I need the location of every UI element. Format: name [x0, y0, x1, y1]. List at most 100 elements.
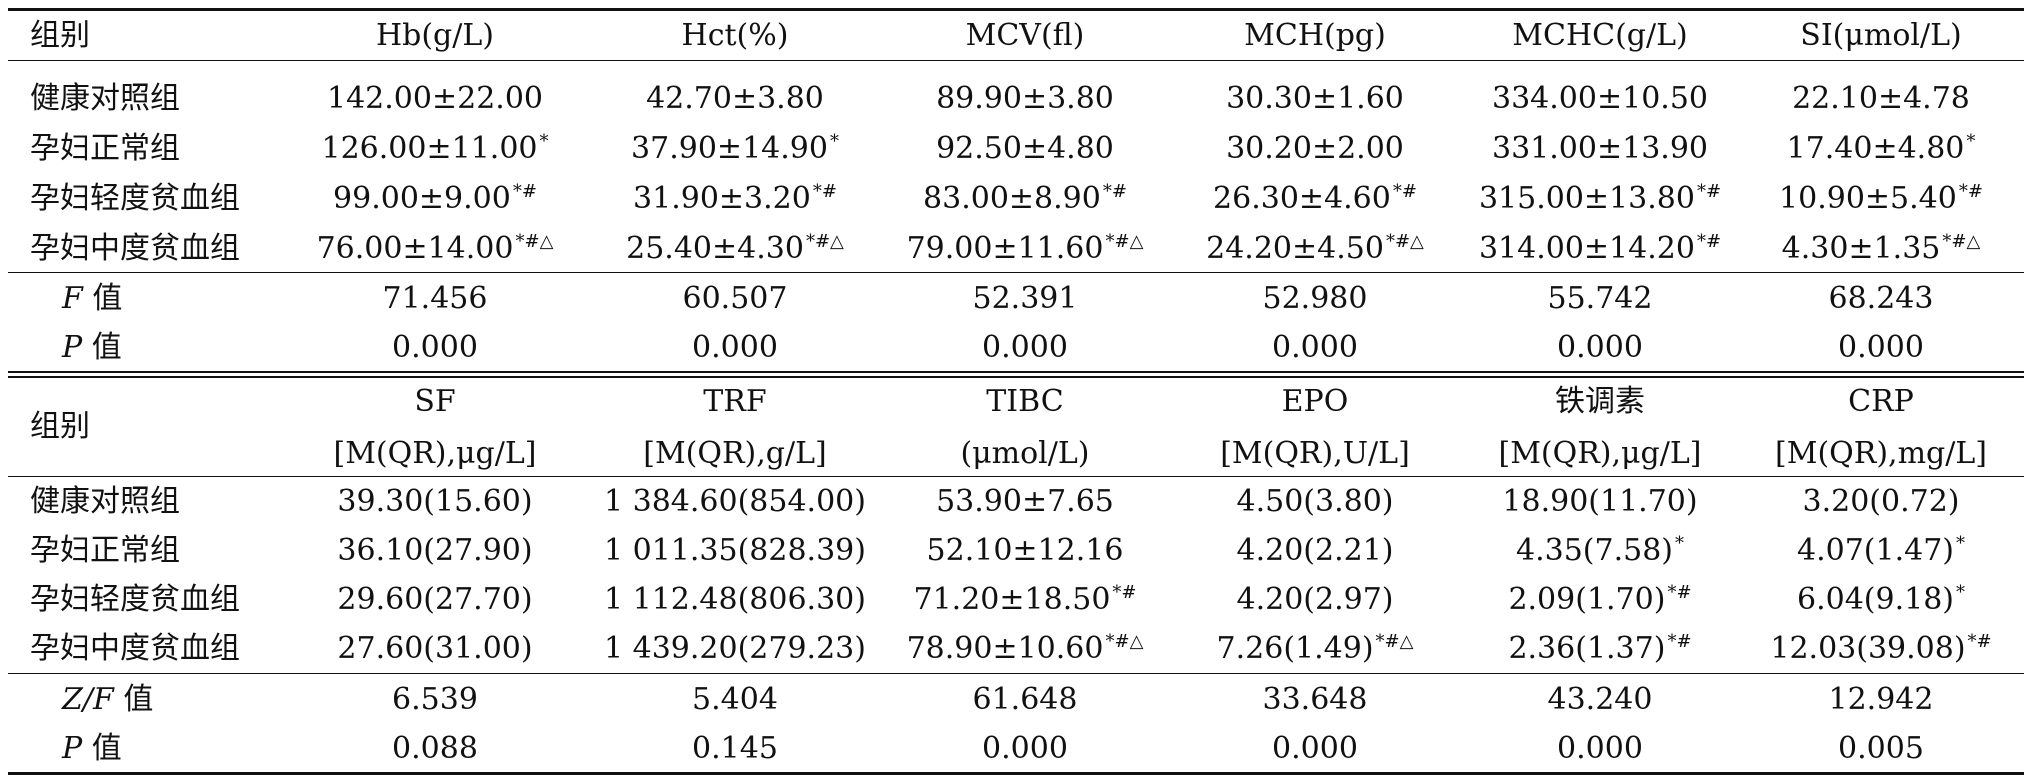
- significance-mark: *#: [1696, 231, 1722, 252]
- stat-value: 0.000: [1557, 731, 1643, 766]
- cell-value: 53.90±7.65: [936, 484, 1114, 519]
- stat-label: Z/F 值: [62, 675, 262, 725]
- cell-value: 4.35(7.58): [1515, 533, 1673, 568]
- cell-value: 30.20±2.00: [1226, 131, 1404, 166]
- section-divider-top: [8, 371, 2024, 373]
- significance-mark: *#: [1667, 631, 1692, 652]
- significance-mark: *: [1966, 131, 1976, 152]
- stat-row: P 值 0.088 0.145 0.000 0.000 0.000 0.005: [0, 724, 2032, 774]
- header-trf-unit: [M(QR),g/L]: [643, 436, 827, 471]
- stat-value: 33.648: [1262, 682, 1368, 717]
- cell-value: 314.00±14.20: [1478, 231, 1695, 266]
- significance-mark: *: [1956, 582, 1965, 603]
- data-cell: 52.10±12.16: [875, 526, 1175, 576]
- cell-value: 315.00±13.80: [1478, 181, 1695, 216]
- table-row: 孕妇正常组 126.00±11.00 * 37.90±14.90 * 92.50±4.80…: [0, 124, 2032, 174]
- data-cell: 315.00±13.80 *#: [1450, 174, 1750, 224]
- cell-value: 36.10(27.90): [337, 533, 533, 568]
- table-row: 孕妇中度贫血组 76.00±14.00 *#△ 25.40±4.30 *#△ 79.00±…: [0, 224, 2032, 274]
- stat-value: 6.539: [392, 682, 478, 717]
- cell-value: 6.04(9.18): [1796, 582, 1954, 617]
- cell-value: 4.20(2.21): [1236, 533, 1394, 568]
- data-cell: 4.35(7.58) *: [1450, 526, 1750, 576]
- data-cell: 79.00±11.60 *#△: [875, 224, 1175, 274]
- stat-symbol: Z/F: [62, 682, 114, 717]
- data-cell: 4.30±1.35 *#△: [1735, 224, 2027, 274]
- table-row: 孕妇轻度贫血组 29.60(27.70) 1 112.48(806.30) 71.20…: [0, 575, 2032, 625]
- stat-row: F 值 71.456 60.507 52.391 52.980 55.742 68.243: [0, 274, 2032, 324]
- data-cell: 7.26(1.49) *#△: [1165, 624, 1465, 674]
- stat-value: 52.980: [1262, 281, 1368, 316]
- stat-value: 68.243: [1828, 281, 1934, 316]
- data-cell: 27.60(31.00): [285, 624, 585, 674]
- data-cell: 1 439.20(279.23): [585, 624, 885, 674]
- stat-symbol: P: [62, 330, 83, 365]
- stat-value: 55.742: [1547, 281, 1653, 316]
- table-row: 孕妇正常组 36.10(27.90) 1 011.35(828.39) 52.10±1…: [0, 526, 2032, 576]
- stat-row: P 值 0.000 0.000 0.000 0.000 0.000 0.000: [0, 323, 2032, 373]
- cell-value: 142.00±22.00: [327, 81, 543, 116]
- data-cell: 2.09(1.70) *#: [1450, 575, 1750, 625]
- table2-header-row: 组别 SF [M(QR),μg/L] TRF [M(QR),g/L] TIBC …: [0, 378, 2032, 476]
- significance-mark: *#: [512, 181, 537, 202]
- table-row: 健康对照组 142.00±22.00 42.70±3.80 89.90±3.80 30.…: [0, 74, 2032, 124]
- cell-value: 71.20±18.50: [913, 582, 1111, 617]
- header-hepcidin-unit: [M(QR),μg/L]: [1498, 436, 1702, 471]
- header-mchc: MCHC(g/L): [1512, 18, 1688, 53]
- cell-value: 12.03(39.08): [1770, 631, 1966, 666]
- row-group-label: 孕妇正常组: [30, 131, 180, 166]
- cell-value: 7.26(1.49): [1216, 631, 1374, 666]
- data-cell: 314.00±14.20 *#: [1450, 224, 1750, 274]
- significance-mark: *#: [1958, 181, 1983, 202]
- header-hb: Hb(g/L): [375, 18, 494, 53]
- data-cell: 30.30±1.60: [1165, 74, 1465, 124]
- stat-value: 0.088: [392, 731, 478, 766]
- stat-value: 0.000: [692, 330, 778, 365]
- data-cell: 126.00±11.00 *: [285, 124, 585, 174]
- cell-value: 126.00±11.00: [321, 131, 538, 166]
- data-cell: 4.20(2.21): [1165, 526, 1465, 576]
- cell-value: 1 439.20(279.23): [604, 631, 866, 666]
- data-cell: 17.40±4.80 *: [1735, 124, 2027, 174]
- header-tibc-unit: (μmol/L): [960, 436, 1090, 471]
- body-rule-2: [8, 673, 2024, 674]
- cell-value: 52.10±12.16: [926, 533, 1124, 568]
- cell-value: 4.07(1.47): [1796, 533, 1954, 568]
- header-tibc-name: TIBC: [986, 384, 1064, 419]
- stat-label: P 值: [62, 724, 262, 774]
- cell-value: 334.00±10.50: [1492, 81, 1708, 116]
- data-cell: 22.10±4.78: [1735, 74, 2027, 124]
- significance-mark: *#△: [1385, 231, 1424, 252]
- significance-mark: *#: [812, 181, 837, 202]
- stat-value: 0.000: [1557, 330, 1643, 365]
- significance-mark: *#△: [1375, 631, 1414, 652]
- cell-value: 27.60(31.00): [337, 631, 533, 666]
- data-cell: 334.00±10.50: [1450, 74, 1750, 124]
- data-cell: 83.00±8.90 *#: [875, 174, 1175, 224]
- stat-value: 0.000: [982, 330, 1068, 365]
- stat-value: 71.456: [382, 281, 488, 316]
- row-group-label: 孕妇中度贫血组: [30, 231, 240, 266]
- bottom-rule: [8, 772, 2024, 775]
- top-rule: [8, 8, 2024, 11]
- header-trf: TRF [M(QR),g/L]: [585, 378, 885, 476]
- data-cell: 37.90±14.90 *: [585, 124, 885, 174]
- stat-symbol: F: [62, 281, 83, 316]
- significance-mark: *#: [1967, 631, 1992, 652]
- cell-value: 99.00±9.00: [333, 181, 511, 216]
- header-epo-unit: [M(QR),U/L]: [1220, 436, 1410, 471]
- data-cell: 71.20±18.50 *#: [875, 575, 1175, 625]
- body-rule-1: [8, 272, 2024, 273]
- cell-value: 331.00±13.90: [1492, 131, 1708, 166]
- data-cell: 24.20±4.50 *#△: [1165, 224, 1465, 274]
- header-rule-2: [8, 476, 2024, 477]
- stat-value: 61.648: [972, 682, 1078, 717]
- cell-value: 92.50±4.80: [936, 131, 1114, 166]
- row-group-label: 健康对照组: [30, 81, 180, 116]
- data-cell: 36.10(27.90): [285, 526, 585, 576]
- row-group-label: 健康对照组: [30, 484, 180, 519]
- significance-mark: *#△: [1942, 231, 1981, 252]
- data-cell: 92.50±4.80: [875, 124, 1175, 174]
- header-epo-name: EPO: [1281, 384, 1349, 419]
- data-cell: 4.07(1.47) *: [1735, 526, 2027, 576]
